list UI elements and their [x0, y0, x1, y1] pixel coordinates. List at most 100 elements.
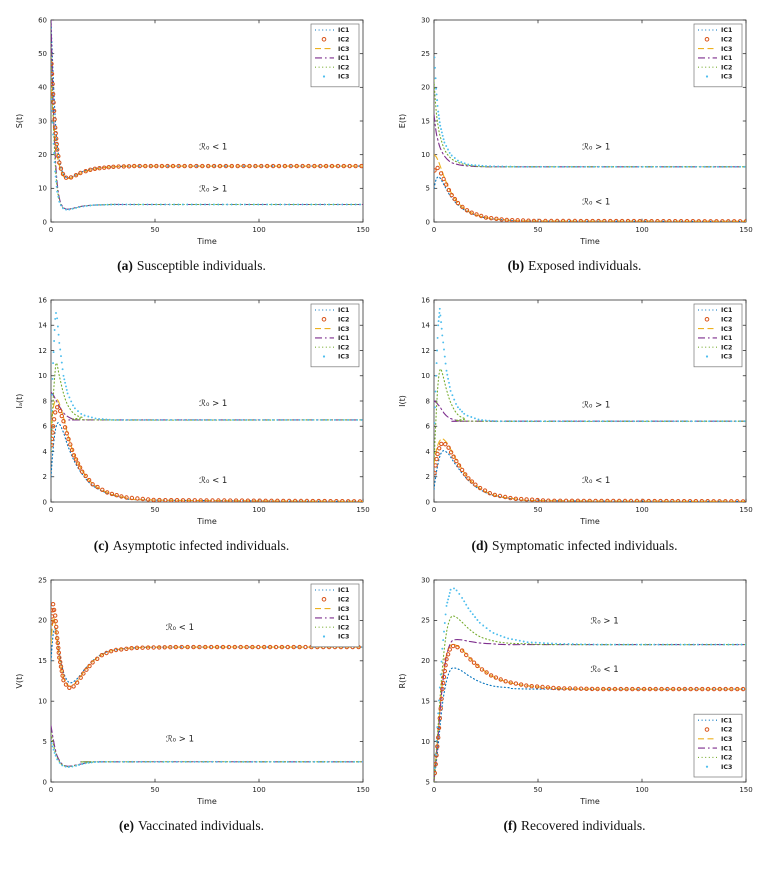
y-tick-label: 20 [421, 84, 430, 92]
series-markers-IC3 [433, 307, 745, 425]
legend-label: IC3 [338, 74, 349, 81]
y-tick-label: 8 [42, 397, 46, 405]
x-tick-label: 50 [150, 506, 159, 514]
legend-dot-sample [322, 75, 325, 78]
subplot-b: 0 50 100 150 0 5 10 15 20 25 30 Time E(t) ℛ₀ > 1 ℛ₀ < … [394, 12, 756, 274]
subplot-c: 0 50 100 150 0 2 4 6 8 10 12 14 16 Time Iₐ(t) ℛ₀ > 1 ℛ₀ … [11, 292, 373, 554]
legend-label: IC3 [721, 354, 732, 361]
figure-grid: 0 50 100 150 0 10 20 30 40 50 60 Time S(t) ℛ₀ < 1 ℛ₀ >… [0, 12, 767, 834]
legend-label: IC1 [721, 27, 732, 34]
series-markers-IC3 [433, 56, 745, 168]
series-group [50, 312, 363, 502]
legend: IC1 IC2 IC3 IC1 IC2 IC3 [693, 713, 742, 778]
y-tick-label: 8 [425, 397, 429, 405]
legend-label: IC2 [338, 64, 349, 71]
legend-circle-sample [704, 317, 709, 322]
series-line-IC1 [433, 113, 746, 168]
legend-label: IC2 [338, 317, 349, 324]
y-tick-label: 2 [425, 473, 429, 481]
series-line-IC3 [433, 438, 746, 502]
legend-label: IC2 [721, 344, 732, 351]
legend-label: IC2 [721, 755, 732, 762]
legend: IC1 IC2 IC3 IC1 IC2 IC3 [310, 23, 359, 88]
legend-label: IC1 [338, 335, 349, 342]
axis-ticks [433, 579, 746, 783]
caption-d-text: Symptomatic infected individuals. [491, 538, 678, 553]
series-group [433, 307, 746, 502]
series-group [50, 602, 363, 768]
y-tick-label: 4 [42, 448, 47, 456]
caption-a-label: (a) [117, 258, 133, 273]
y-tick-label: 40 [38, 84, 47, 92]
caption-e-text: Vaccinated individuals. [138, 818, 264, 833]
legend-box [693, 303, 742, 368]
series-line-IC2 [433, 368, 746, 465]
x-tick-label: 100 [635, 506, 648, 514]
y-tick-label: 16 [421, 296, 430, 304]
caption-b-text: Exposed individuals. [528, 258, 642, 273]
legend-box [310, 23, 359, 88]
subplot-a: 0 50 100 150 0 10 20 30 40 50 60 Time S(t) ℛ₀ < 1 ℛ₀ >… [11, 12, 373, 274]
x-tick-label: 0 [431, 226, 435, 234]
legend-label: IC1 [338, 307, 349, 314]
legend-label: IC3 [721, 736, 732, 743]
y-tick-label: 0 [425, 498, 429, 506]
y-tick-label: 30 [421, 16, 430, 24]
x-tick-label: 0 [48, 226, 52, 234]
legend-label: IC2 [721, 317, 732, 324]
series-markers-IC3 [433, 587, 746, 770]
x-tick-label: 100 [635, 226, 648, 234]
caption-b: (b) Exposed individuals. [394, 258, 756, 274]
susceptible-chart: 0 50 100 150 0 10 20 30 40 50 60 Time S(t) ℛ₀ < 1 ℛ₀ >… [15, 16, 370, 246]
legend-label: IC2 [338, 344, 349, 351]
x-tick-label: 150 [356, 786, 369, 794]
x-axis-label: Time [579, 517, 600, 526]
series-markers-IC2 [50, 405, 362, 502]
series-line-IC1 [50, 422, 363, 502]
y-tick-label: 25 [421, 617, 430, 625]
x-axis-label: Time [579, 237, 600, 246]
y-tick-label: 0 [42, 778, 46, 786]
legend-label: IC3 [338, 326, 349, 333]
x-tick-label: 100 [252, 226, 265, 234]
y-tick-label: 12 [38, 347, 47, 355]
y-tick-label: 2 [42, 473, 46, 481]
y-tick-label: 10 [421, 372, 430, 380]
legend-label: IC1 [721, 745, 732, 752]
y-tick-label: 10 [421, 151, 430, 159]
caption-f-label: (f) [503, 818, 518, 833]
x-tick-label: 50 [533, 786, 542, 794]
legend-circle-sample [321, 317, 326, 322]
y-tick-label: 50 [38, 50, 47, 58]
vaccinated-chart: 0 50 100 150 0 5 10 15 20 25 Time V(t) ℛ₀ < 1 ℛ₀ > 1 I… [15, 576, 370, 806]
series-markers-IC2 [433, 441, 745, 502]
y-tick-label: 14 [421, 322, 430, 330]
y-tick-label: 10 [421, 738, 430, 746]
x-tick-label: 100 [635, 786, 648, 794]
caption-f-text: Recovered individuals. [521, 818, 646, 833]
legend-label: IC1 [721, 335, 732, 342]
y-axis-label: E(t) [398, 114, 407, 128]
caption-c-label: (c) [93, 538, 109, 553]
legend-box [310, 303, 359, 368]
legend-label: IC3 [338, 606, 349, 613]
y-tick-label: 14 [38, 322, 47, 330]
x-tick-label: 0 [48, 786, 52, 794]
asymptotic-infected-chart: 0 50 100 150 0 2 4 6 8 10 12 14 16 Time Iₐ(t) ℛ₀ > 1 ℛ₀ … [15, 296, 370, 526]
y-tick-label: 5 [425, 185, 429, 193]
x-tick-label: 0 [431, 506, 435, 514]
y-tick-label: 20 [421, 657, 430, 665]
series-line-IC3 [433, 643, 746, 782]
legend-label: IC2 [338, 597, 349, 604]
y-tick-label: 60 [38, 16, 47, 24]
legend: IC1 IC2 IC3 IC1 IC2 IC3 [310, 303, 359, 368]
r0-annotation: ℛ₀ < 1 [590, 665, 618, 675]
x-tick-label: 0 [431, 786, 435, 794]
y-tick-label: 30 [421, 576, 430, 584]
y-tick-label: 4 [425, 448, 430, 456]
y-axis-label: I(t) [398, 395, 407, 407]
legend-label: IC3 [721, 326, 732, 333]
legend-label: IC1 [338, 55, 349, 62]
y-tick-label: 15 [421, 698, 430, 706]
y-tick-label: 10 [38, 185, 47, 193]
